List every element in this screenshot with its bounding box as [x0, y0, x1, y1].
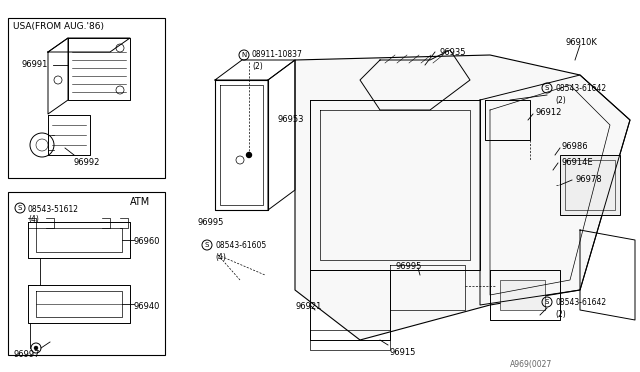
Text: (4): (4)	[215, 253, 226, 262]
Text: 96912: 96912	[535, 108, 561, 117]
Polygon shape	[560, 155, 620, 215]
Text: A969(0027: A969(0027	[510, 360, 552, 369]
Text: 96960: 96960	[134, 237, 161, 246]
Text: 96914E: 96914E	[562, 158, 594, 167]
Text: S: S	[545, 299, 549, 305]
Polygon shape	[295, 55, 630, 340]
Text: USA(FROM AUG.'86): USA(FROM AUG.'86)	[13, 22, 104, 31]
Text: (2): (2)	[555, 310, 566, 319]
Text: 08911-10837: 08911-10837	[252, 50, 303, 59]
Text: 96953: 96953	[278, 115, 305, 124]
Text: 96910K: 96910K	[565, 38, 597, 47]
Text: 08543-61642: 08543-61642	[555, 298, 606, 307]
Text: 96995: 96995	[197, 218, 223, 227]
Text: S: S	[18, 205, 22, 211]
Text: 96921: 96921	[295, 302, 321, 311]
Text: 08543-61642: 08543-61642	[555, 84, 606, 93]
Text: 96997: 96997	[14, 350, 40, 359]
Text: 96986: 96986	[562, 142, 589, 151]
Text: (2): (2)	[252, 62, 263, 71]
Text: 08543-51612: 08543-51612	[28, 205, 79, 214]
Bar	[8, 18, 165, 178]
Text: (4): (4)	[28, 215, 39, 224]
Text: S: S	[545, 85, 549, 91]
Text: 96992: 96992	[74, 158, 100, 167]
Text: 08543-61605: 08543-61605	[215, 241, 266, 250]
Polygon shape	[500, 280, 545, 310]
Text: ATM: ATM	[130, 197, 150, 207]
Text: 96995: 96995	[395, 262, 421, 271]
Bar	[8, 192, 165, 355]
Text: 96935: 96935	[440, 48, 467, 57]
Text: 96915: 96915	[390, 348, 417, 357]
Text: S: S	[205, 242, 209, 248]
Text: (2): (2)	[555, 96, 566, 105]
Circle shape	[34, 346, 38, 350]
Circle shape	[246, 153, 252, 157]
Text: 96940: 96940	[134, 302, 161, 311]
Text: 96991: 96991	[22, 60, 49, 69]
Text: 96978: 96978	[575, 175, 602, 184]
Text: N: N	[241, 52, 246, 58]
